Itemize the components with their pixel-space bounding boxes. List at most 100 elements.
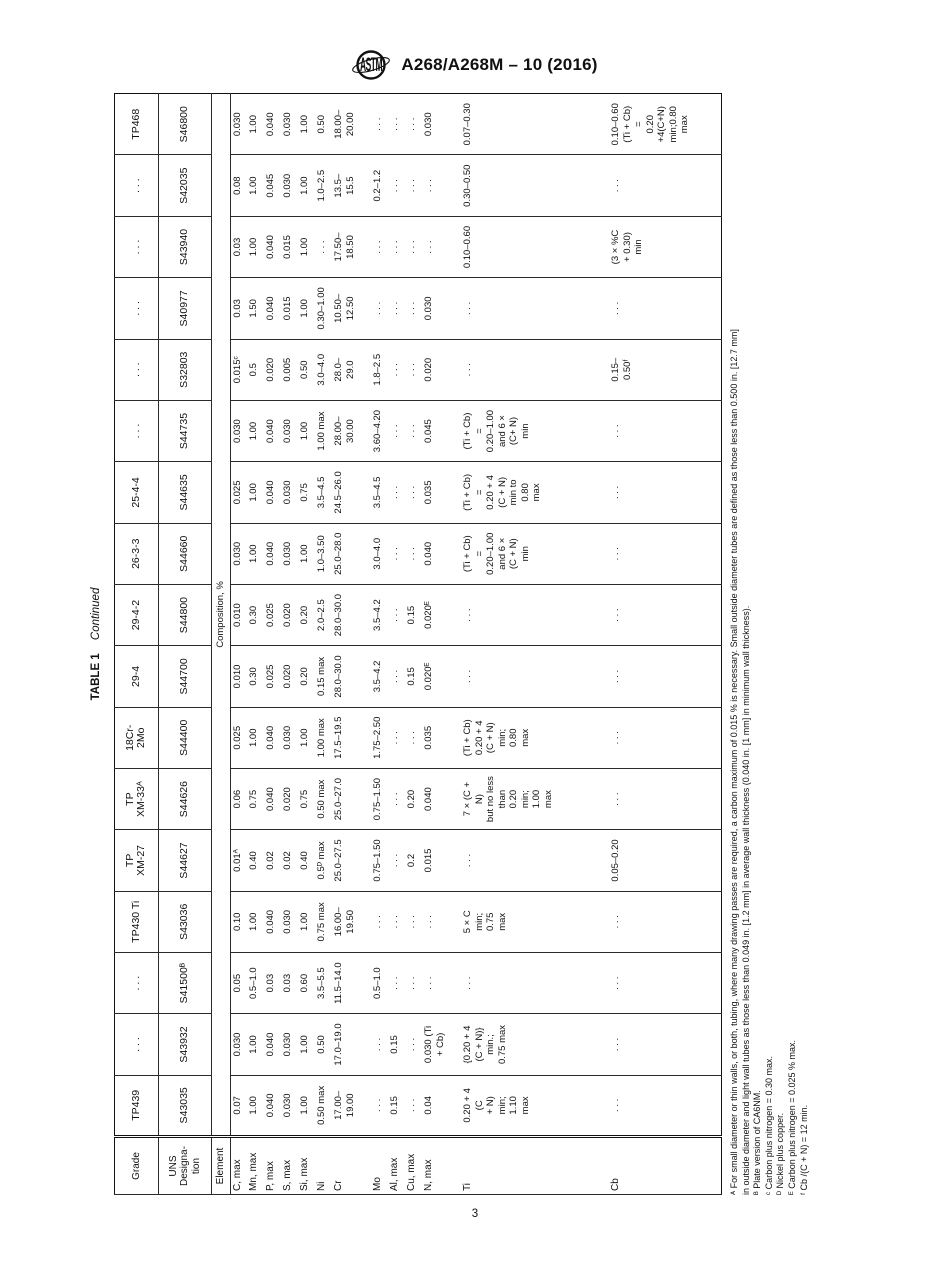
value-cell: 0.030 xyxy=(281,1075,299,1137)
value-cell: 0.15 xyxy=(388,1013,406,1076)
value-cell: . . . xyxy=(461,277,610,340)
value-cell: 0.040 xyxy=(422,523,462,585)
value-cell: . . . xyxy=(388,952,406,1014)
value-cell: (3 × %C + 0.30) min xyxy=(609,216,722,278)
value-cell: 0.15 xyxy=(405,584,423,646)
value-cell: 0.020 xyxy=(422,339,462,401)
value-cell: 0.020 xyxy=(264,339,282,401)
value-cell: 0.20 xyxy=(298,584,316,646)
value-cell: 17.5–19.5 xyxy=(332,707,372,769)
value-cell: 0.15 max xyxy=(315,645,333,708)
value-cell: 0.04 xyxy=(422,1075,462,1137)
value-cell: 0.020 xyxy=(281,768,299,830)
value-cell: 28.0–30.0 xyxy=(332,645,372,708)
value-cell: 0.05–0.20 xyxy=(609,829,722,892)
value-cell: 0.040 xyxy=(264,523,282,585)
value-cell: . . . xyxy=(388,400,406,462)
value-cell: . . . xyxy=(405,707,423,769)
element-row: Cb. . .. . .. . .. . . 0.05–0.20. . .. . … xyxy=(609,93,722,1195)
value-cell: . . . xyxy=(461,829,610,892)
value-cell: 0.030 xyxy=(422,93,462,155)
value-cell: 0.040 xyxy=(264,277,282,340)
element-label: Ni xyxy=(315,1136,333,1195)
value-cell: . . . xyxy=(609,891,722,953)
value-cell: 1.00 xyxy=(298,891,316,953)
uns-row: UNS Designa- tion S43035 S43932 S41500ᴮ S430… xyxy=(158,93,212,1195)
value-cell: 1.00 xyxy=(247,1013,265,1076)
value-cell: 1.00 xyxy=(298,277,316,340)
footnote-line: ᶠ Cb /(C + N) = 12 min. xyxy=(798,1104,809,1195)
value-cell: 0.015ᶜ xyxy=(230,339,248,401)
value-cell: . . . xyxy=(609,1013,722,1076)
value-cell: 0.02 xyxy=(281,829,299,892)
value-cell: 17.0–19.0 xyxy=(332,1013,372,1076)
value-cell: 0.030 xyxy=(230,1013,248,1076)
value-cell: 0.040 xyxy=(422,768,462,830)
value-cell: 10.50– 12.50 xyxy=(332,277,372,340)
value-cell: . . . xyxy=(388,707,406,769)
value-cell: 0.06 xyxy=(230,768,248,830)
grade-header-row: Grade TP439. . .. . . TP430 Ti TP XM-27 TP X… xyxy=(114,93,159,1195)
uns-cell: S44735 xyxy=(158,400,212,462)
uns-cell: S44626 xyxy=(158,768,212,830)
value-cell: . . . xyxy=(609,461,722,524)
value-cell: 1.0–3.50 xyxy=(315,523,333,585)
grade-header-cell: TP468 xyxy=(114,93,159,155)
footnote-line: ᴰ Nickel plus copper. xyxy=(775,1112,786,1195)
value-cell: . . . xyxy=(371,216,389,278)
grade-header-cell: . . . xyxy=(114,952,159,1014)
grade-header-cell: TP XM-27 xyxy=(114,829,159,892)
value-cell: 0.75–1.50 xyxy=(371,768,389,830)
value-cell: 0.30 xyxy=(247,584,265,646)
value-cell: 3.5–4.5 xyxy=(315,461,333,524)
element-label: Al, max xyxy=(388,1136,406,1195)
value-cell: 0.025 xyxy=(230,461,248,524)
value-cell: . . . xyxy=(609,277,722,340)
uns-cell: S42035 xyxy=(158,155,212,217)
value-cell: . . . xyxy=(609,400,722,462)
element-row: P, max 0.040 0.040 0.03 0.040 0.02 0.040 0.040 0… xyxy=(264,93,282,1195)
value-cell: 0.02 xyxy=(264,829,282,892)
value-cell: 0.01ᴬ xyxy=(230,829,248,892)
value-cell: . . . xyxy=(609,952,722,1014)
element-label: Mo xyxy=(371,1136,389,1195)
value-cell: . . . xyxy=(422,155,462,217)
page-number: 3 xyxy=(471,1208,479,1220)
value-cell: 17.00– 19.00 xyxy=(332,1075,372,1137)
value-cell: 1.00 xyxy=(247,461,265,524)
value-cell: 0.025 xyxy=(264,584,282,646)
uns-cell: S44660 xyxy=(158,523,212,585)
value-cell: 0.50 xyxy=(315,1013,333,1076)
value-cell: 0.5ᴰ max xyxy=(315,829,333,892)
value-cell: 11.5–14.0 xyxy=(332,952,372,1014)
value-cell: 1.75–2.50 xyxy=(371,707,389,769)
value-cell: 1.00 xyxy=(247,523,265,585)
value-cell: 1.00 xyxy=(298,400,316,462)
value-cell: 0.75 max xyxy=(315,891,333,953)
value-cell: 1.00 xyxy=(247,707,265,769)
value-cell: . . . xyxy=(609,523,722,585)
value-cell: 0.020 xyxy=(281,584,299,646)
value-cell: . . . xyxy=(461,952,610,1014)
value-cell: 0.030 xyxy=(230,523,248,585)
value-cell: 1.0–2.5 xyxy=(315,155,333,217)
value-cell: . . . xyxy=(405,400,423,462)
value-cell: . . . xyxy=(405,216,423,278)
value-cell: . . . xyxy=(405,155,423,217)
element-row: Mn, max 1.00 1.00 0.5–1.0 1.00 0.40 0.75 1.00 0.… xyxy=(247,93,265,1195)
value-cell: 0.07 xyxy=(230,1075,248,1137)
value-cell: 0.03 xyxy=(264,952,282,1014)
grade-header-cell: TP430 Ti xyxy=(114,891,159,953)
element-row: S, max 0.030 0.030 0.03 0.030 0.02 0.020 0.030 0… xyxy=(281,93,299,1195)
value-cell: . . . xyxy=(315,216,333,278)
value-cell: 0.025 xyxy=(264,645,282,708)
value-cell: . . . xyxy=(461,645,610,708)
value-cell: 0.07–0.30 xyxy=(461,93,610,155)
value-cell: . . . xyxy=(388,461,406,524)
value-cell: 1.00 xyxy=(298,523,316,585)
grade-header-cell: TP XM-33ᴬ xyxy=(114,768,159,830)
value-cell: . . . xyxy=(388,93,406,155)
footnote-line: in outside diameter and light wall tubes… xyxy=(740,605,751,1195)
grade-header-cell: 18Cr- 2Mo xyxy=(114,707,159,769)
value-cell: 0.005 xyxy=(281,339,299,401)
